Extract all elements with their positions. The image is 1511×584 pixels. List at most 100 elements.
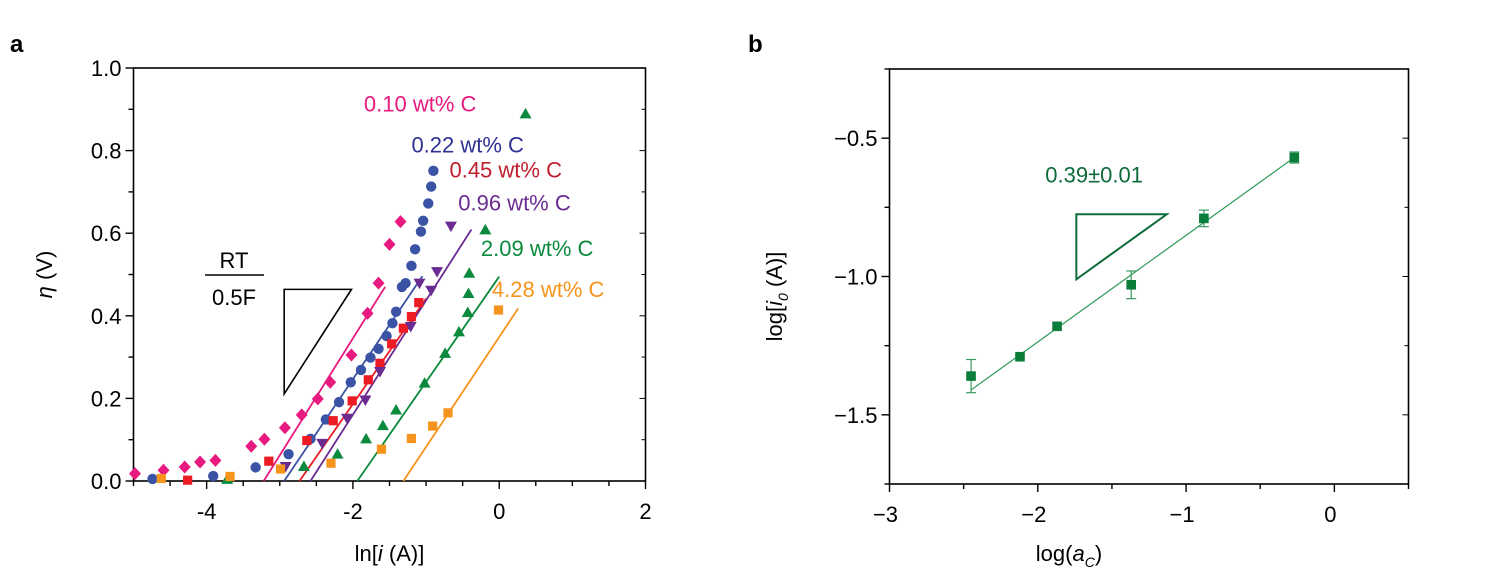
data-point-square — [302, 435, 312, 446]
x-axis-title-part: C — [1085, 554, 1096, 570]
data-point-square — [1052, 321, 1062, 332]
data-point-triangle-up — [418, 377, 431, 388]
data-point-circle — [425, 181, 437, 192]
x-axis-title: ln[i (A)] — [355, 541, 425, 566]
x-tick-label: 0 — [1324, 502, 1336, 527]
data-point-square — [406, 433, 417, 444]
data-point-square — [966, 371, 976, 381]
slope-label: 0.39±0.01 — [1045, 162, 1143, 187]
data-point-circle — [365, 352, 376, 363]
annotation-denominator: 0.5F — [212, 285, 256, 310]
y-tick-label: −1.0 — [834, 265, 877, 290]
data-point-triangle-up — [376, 419, 389, 431]
data-point-square — [387, 339, 397, 349]
y-axis-title-part: log[ — [762, 306, 787, 341]
data-point-triangle-up — [452, 325, 465, 337]
data-point-circle — [345, 377, 356, 388]
data-point-circle — [428, 165, 439, 177]
data-point-square — [264, 456, 274, 466]
data-point-diamond — [178, 460, 191, 474]
data-point-triangle-down — [404, 322, 417, 333]
data-point-diamond — [361, 306, 374, 320]
data-point-triangle-down — [413, 278, 426, 290]
x-axis-title-part: ln[ — [355, 541, 378, 566]
data-point-circle — [400, 277, 411, 289]
data-point-square — [375, 358, 385, 368]
panel-label-b: b — [748, 31, 763, 58]
series-label: 2.09 wt% C — [481, 236, 594, 261]
data-point-circle — [417, 215, 429, 227]
y-axis-title-part: (A)] — [762, 252, 787, 294]
data-point-triangle-down — [316, 438, 329, 450]
data-point-diamond — [372, 276, 385, 290]
data-point-triangle-down — [359, 395, 372, 407]
data-point-triangle-up — [439, 347, 452, 358]
data-point-diamond — [278, 421, 291, 435]
y-tick-label: 0.2 — [91, 386, 122, 411]
data-point-diamond — [209, 453, 222, 467]
data-point-square — [183, 475, 193, 485]
x-tick-label: −1 — [1170, 502, 1195, 527]
data-point-triangle-down — [431, 267, 444, 278]
data-point-triangle-up — [390, 403, 403, 415]
data-point-triangle-down — [373, 367, 386, 378]
series-label: 0.96 wt% C — [458, 190, 571, 215]
panel-b-annotation: 0.39±0.01 — [1045, 162, 1170, 282]
data-point-diamond — [394, 215, 407, 229]
data-point-square — [1015, 351, 1025, 362]
series-label: 0.10 wt% C — [364, 91, 477, 116]
panel-b-fit-line — [970, 157, 1295, 391]
series-label: 0.22 wt% C — [411, 133, 524, 158]
data-point-diamond — [324, 375, 337, 389]
data-point-circle — [333, 396, 345, 408]
data-point-square — [328, 416, 338, 426]
plot-frame — [888, 68, 1410, 485]
slope-triangle — [283, 288, 353, 397]
fit-line-0 — [262, 286, 386, 482]
data-point-triangle-up — [331, 448, 344, 459]
data-point-circle — [355, 364, 367, 376]
data-point-square — [363, 375, 373, 385]
data-point-triangle-down — [444, 221, 457, 233]
x-axis-title-part: i — [378, 541, 384, 566]
x-tick-label: 0 — [493, 499, 505, 524]
data-point-square — [376, 444, 387, 454]
y-tick-label: 0.8 — [91, 139, 122, 164]
data-point-triangle-up — [462, 287, 475, 298]
x-axis-title-part: log( — [1036, 541, 1073, 566]
y-tick-label: 0.4 — [91, 304, 122, 329]
fit-line-5 — [402, 307, 519, 482]
y-tick-label: −1.5 — [834, 403, 877, 428]
fit-line — [970, 157, 1295, 391]
data-point-square — [1289, 152, 1300, 163]
panel-a-fit-lines — [262, 228, 519, 482]
x-tick-label: −3 — [873, 502, 898, 527]
series-label: 0.45 wt% C — [449, 157, 562, 182]
panel-a-annotation: RT 0.5F — [205, 248, 353, 397]
x-tick-label: −2 — [1021, 502, 1046, 527]
annotation-numerator: RT — [220, 248, 249, 273]
data-point-square — [156, 473, 166, 484]
data-point-circle — [250, 462, 261, 473]
y-axis-title: η (V) — [32, 251, 57, 299]
y-tick-label: 0.0 — [91, 469, 122, 494]
data-point-square — [275, 464, 286, 474]
x-axis-title: log(aC) — [1036, 541, 1102, 570]
data-point-circle — [283, 448, 294, 460]
panel-b-data-points — [966, 151, 1300, 394]
y-axis-title-part: 0 — [775, 293, 791, 301]
data-point-triangle-up — [519, 107, 532, 119]
x-axis-title-part: (A)] — [383, 541, 425, 566]
data-point-square — [326, 458, 336, 468]
panel-label-a: a — [10, 31, 24, 58]
data-point-circle — [381, 330, 392, 342]
data-point-diamond — [258, 432, 271, 446]
panel-a-data-points — [128, 107, 532, 485]
fit-line-3 — [309, 228, 473, 482]
data-point-diamond — [194, 455, 207, 469]
data-point-circle — [208, 470, 219, 482]
data-point-triangle-up — [297, 460, 310, 472]
